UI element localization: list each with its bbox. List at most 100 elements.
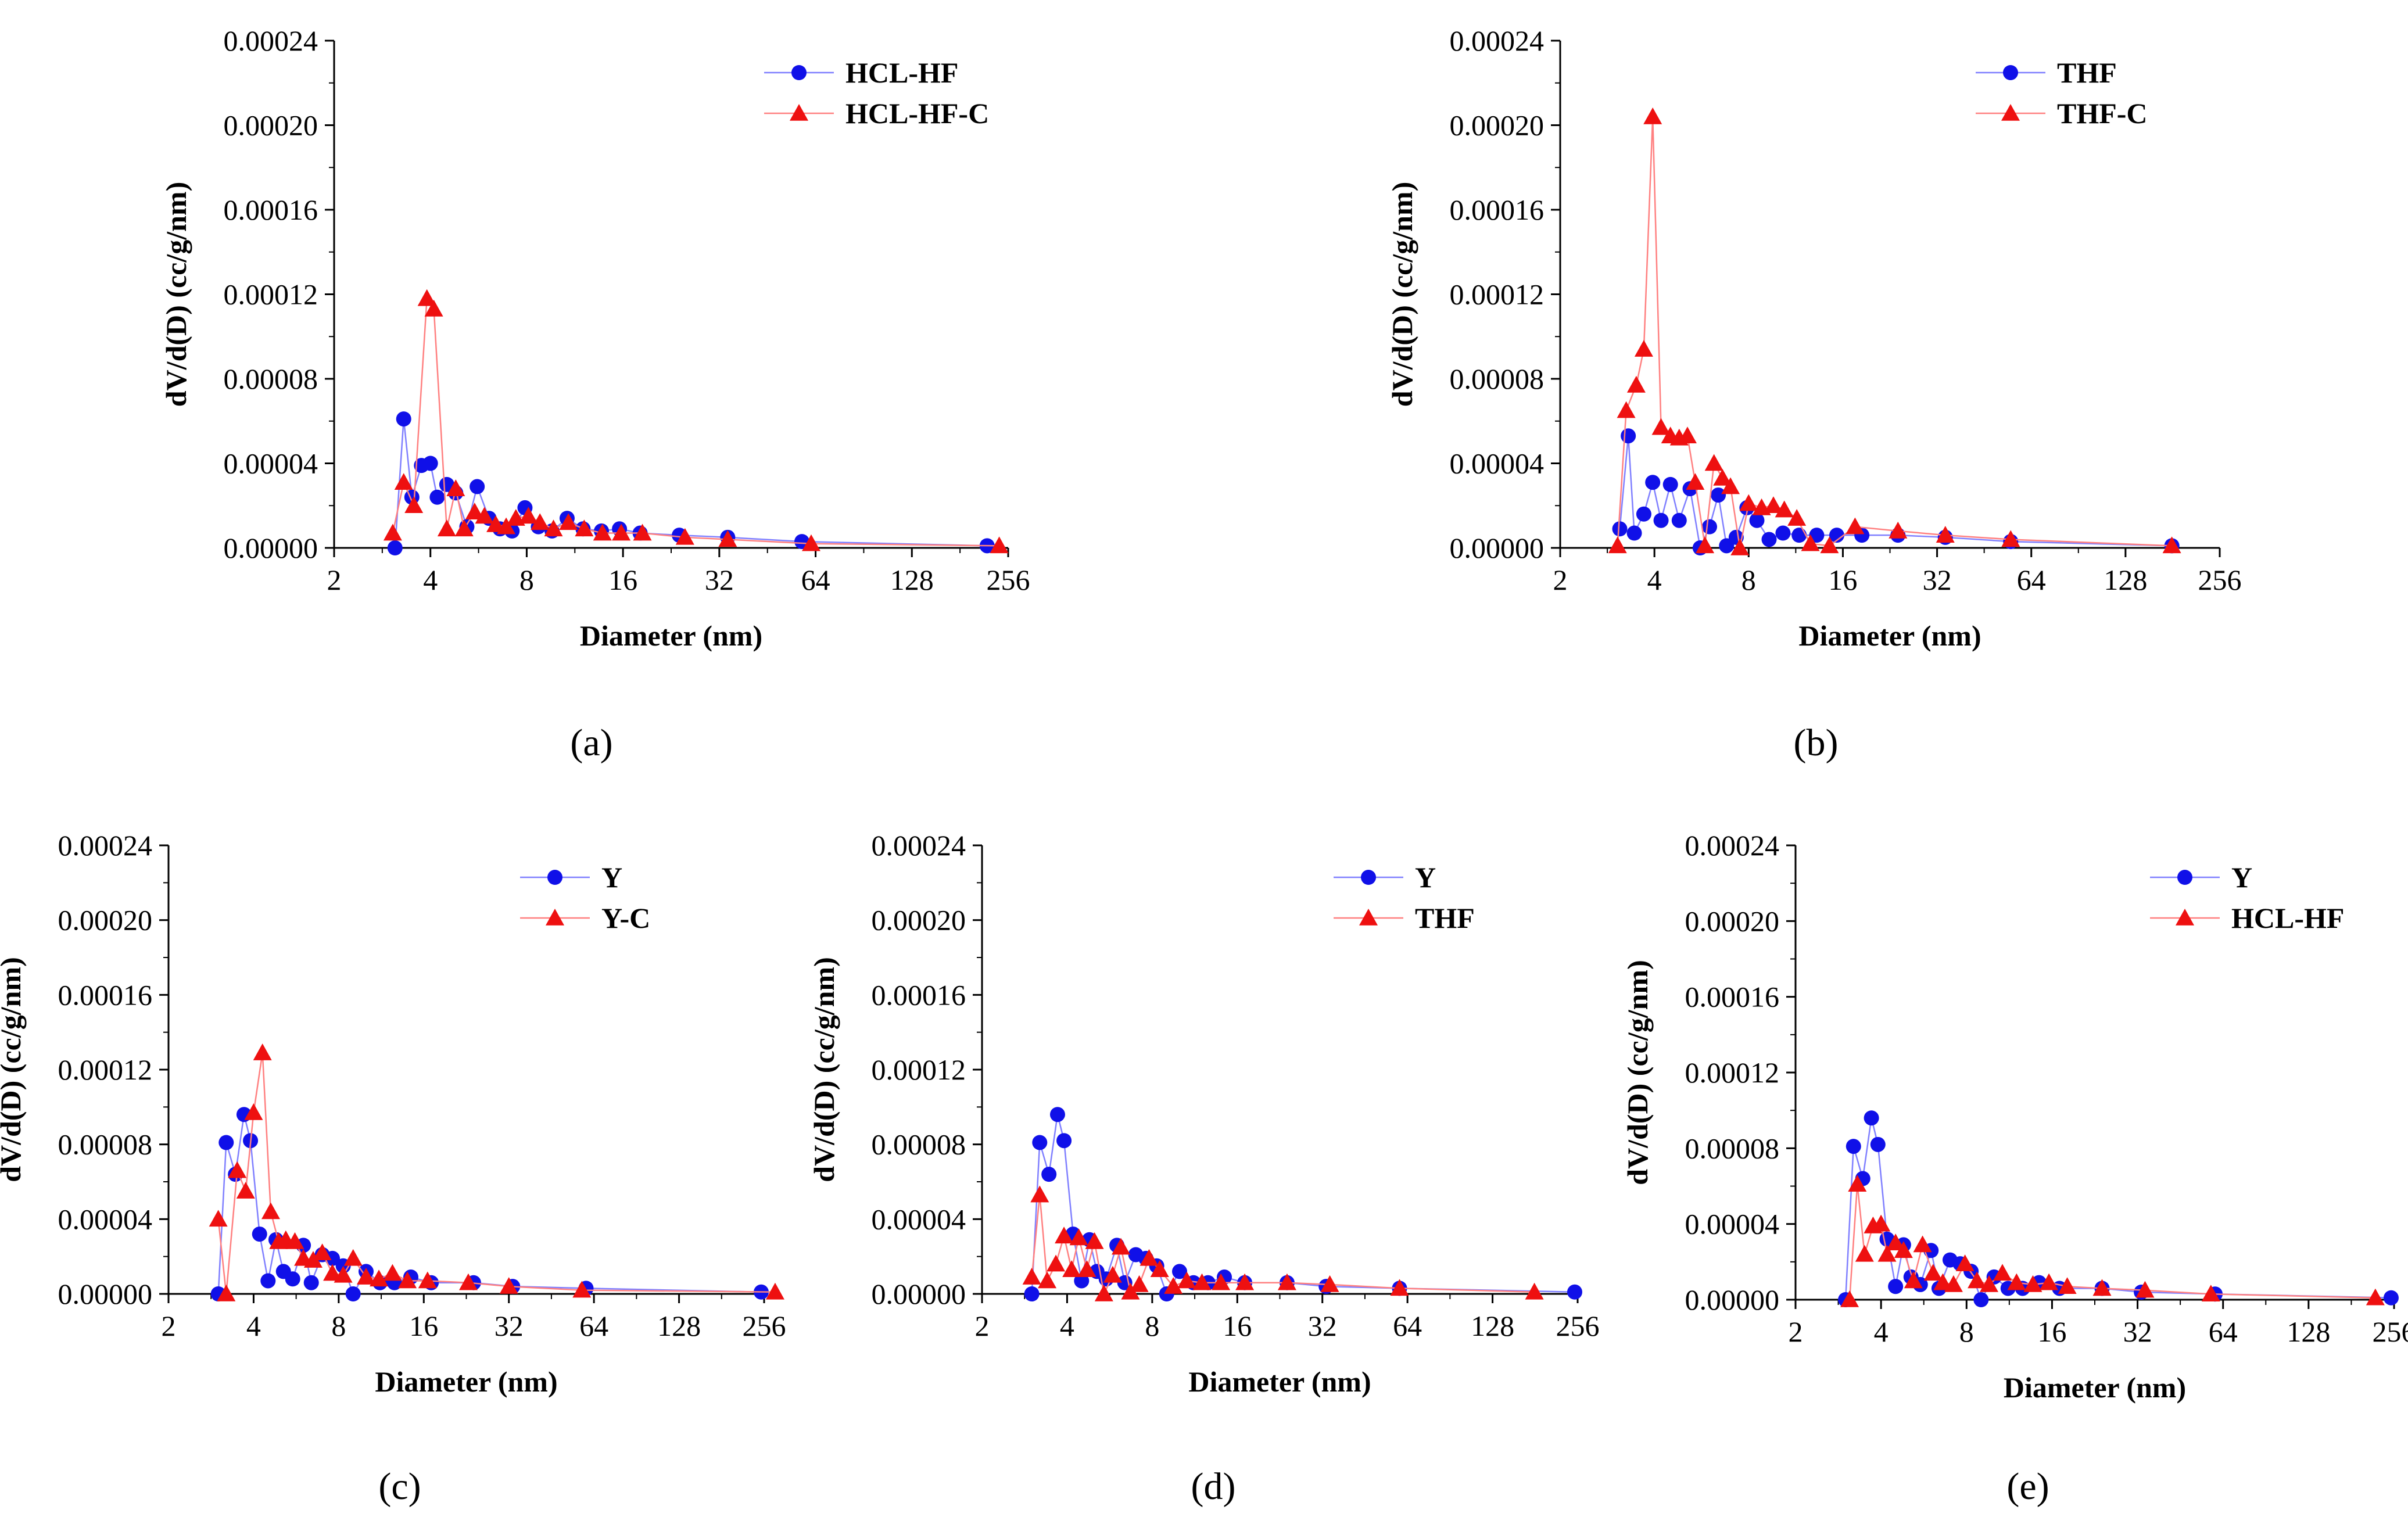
data-point <box>1121 1282 1140 1300</box>
data-point <box>575 519 594 537</box>
data-point <box>429 489 445 505</box>
data-point <box>218 1135 234 1150</box>
x-tick-label: 4 <box>1647 564 1662 596</box>
data-point <box>2023 1275 2042 1292</box>
series-hcl-hf-c <box>383 289 1009 554</box>
y-tick-label: 0.00004 <box>224 447 318 480</box>
data-point <box>1177 1271 1196 1289</box>
data-point <box>1024 1286 1040 1301</box>
data-point <box>458 1273 478 1290</box>
x-tick-label: 128 <box>1471 1310 1514 1342</box>
data-point <box>1055 1226 1074 1244</box>
legend-marker <box>1359 909 1378 926</box>
data-point <box>2092 1279 2112 1296</box>
data-point <box>1636 506 1651 522</box>
data-point <box>454 519 474 537</box>
data-point <box>1933 1273 1952 1290</box>
data-point <box>1801 534 1820 551</box>
x-tick-label: 256 <box>1556 1310 1600 1342</box>
legend-label: Y <box>1415 861 1436 894</box>
data-point <box>1979 1275 1998 1292</box>
data-point <box>1390 1279 1409 1296</box>
data-point <box>1634 340 1653 357</box>
data-point <box>2135 1281 2155 1298</box>
legend-label: HCL-HF <box>845 56 958 89</box>
x-tick-label: 256 <box>987 564 1030 596</box>
legend-marker <box>790 104 808 121</box>
data-point <box>1022 1268 1041 1285</box>
data-point <box>1626 375 1646 393</box>
x-tick-label: 256 <box>2198 564 2242 596</box>
data-point <box>1761 532 1777 547</box>
data-point <box>1130 1275 1149 1292</box>
data-point <box>572 1281 592 1298</box>
y-tick-label: 0.00000 <box>58 1278 153 1310</box>
x-tick-label: 4 <box>1060 1310 1074 1342</box>
y-tick-label: 0.00008 <box>1450 363 1545 395</box>
legend-label: HCL-HF-C <box>845 97 989 130</box>
data-point <box>1973 1292 1989 1307</box>
data-point <box>1077 1260 1096 1277</box>
data-point <box>404 496 424 514</box>
legend-label: HCL-HF <box>2231 902 2344 934</box>
data-point <box>398 1271 417 1289</box>
y-tick-label: 0.00016 <box>58 978 153 1011</box>
panel-caption: (c) <box>378 1465 421 1508</box>
data-point <box>1608 536 1627 554</box>
x-tick-label: 32 <box>494 1310 524 1342</box>
data-point <box>1320 1275 1339 1292</box>
x-tick-label: 32 <box>705 564 734 596</box>
y-tick-label: 0.00004 <box>1450 447 1545 480</box>
data-point <box>387 540 403 555</box>
x-tick-label: 2 <box>1553 564 1568 596</box>
y-axis-label: dV/d(D) (cc/g/nm) <box>0 957 27 1182</box>
y-tick-label: 0.00008 <box>224 363 318 395</box>
data-point <box>1936 526 1955 543</box>
y-tick-label: 0.00012 <box>224 278 318 311</box>
data-point <box>1032 1135 1048 1150</box>
data-point <box>1038 1271 1057 1289</box>
data-point <box>1888 1279 1904 1294</box>
data-point <box>1662 476 1678 492</box>
x-tick-label: 128 <box>2104 564 2147 596</box>
data-point <box>217 1285 236 1301</box>
y-tick-label: 0.00004 <box>872 1203 966 1235</box>
data-point <box>356 1268 375 1285</box>
data-point <box>1686 473 1705 490</box>
series-line <box>217 1114 762 1296</box>
data-point <box>345 1286 361 1301</box>
data-point <box>437 519 456 537</box>
x-tick-label: 64 <box>2209 1315 2238 1348</box>
y-tick-label: 0.00016 <box>872 978 966 1011</box>
data-point <box>475 507 494 524</box>
y-tick-label: 0.00020 <box>1685 905 1780 937</box>
legend: HCL-HF HCL-HF-C <box>764 56 989 130</box>
x-tick-label: 128 <box>890 564 934 596</box>
data-point <box>1678 426 1697 444</box>
series-thf-c <box>1608 107 2181 555</box>
legend: Y HCL-HF <box>2150 861 2344 934</box>
x-tick-label: 2 <box>975 1310 990 1342</box>
data-point <box>1791 528 1807 543</box>
x-axis-label: Diameter (nm) <box>1188 1365 1371 1398</box>
x-tick-label: 8 <box>1145 1310 1159 1342</box>
data-point <box>1711 487 1726 503</box>
data-point <box>1840 1290 1859 1307</box>
y-tick-label: 0.00024 <box>58 829 153 862</box>
data-point <box>422 456 438 471</box>
data-point <box>1864 1110 1879 1126</box>
data-point <box>236 1182 255 1199</box>
y-tick-label: 0.00024 <box>872 829 966 862</box>
data-point <box>228 1161 247 1178</box>
data-point <box>261 1202 280 1220</box>
x-tick-label: 8 <box>331 1310 346 1342</box>
data-point <box>1235 1273 1255 1290</box>
data-point <box>1886 1233 1905 1251</box>
legend-marker <box>2177 870 2192 885</box>
data-point <box>2383 1290 2399 1306</box>
y-axis-label: dV/d(D) (cc/g/nm) <box>160 182 192 407</box>
data-point <box>1787 509 1807 526</box>
data-point <box>253 1043 272 1060</box>
data-point <box>801 534 820 551</box>
data-point <box>544 519 563 537</box>
